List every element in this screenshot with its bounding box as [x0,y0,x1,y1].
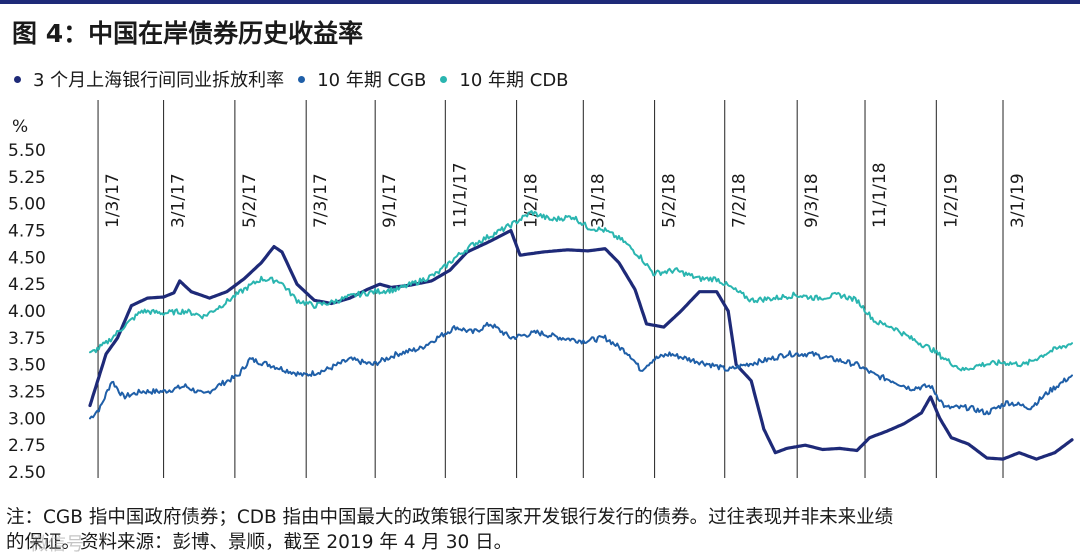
y-tick-label: 5.00 [8,195,46,215]
top-rule [0,0,1080,4]
y-tick-label: 4.00 [8,302,46,322]
y-tick-label: 5.25 [8,168,46,188]
watermark: 微信号 [30,534,84,555]
y-tick-label: 3.25 [8,383,46,403]
footnote-line: 注：CGB 指中国政府债券；CDB 指由中国最大的政策银行国家开发银行发行的债券… [6,507,894,528]
x-tick-label: 3/1/17 [169,173,189,228]
y-tick-label: 2.75 [8,436,46,456]
legend-label: 3 个月上海银行间同业拆放利率 [33,70,285,91]
x-tick-label: 9/1/17 [380,173,400,228]
x-tick-label: 5/2/17 [240,173,260,228]
x-tick-label: 9/3/18 [802,173,822,228]
legend: 3 个月上海银行间同业拆放利率 10 年期 CGB 10 年期 CDB [14,66,583,92]
y-axis-unit: % [12,117,28,137]
x-tick-label: 3/1/19 [1008,173,1028,228]
y-tick-label: 3.50 [8,356,46,376]
y-tick-label: 3.00 [8,409,46,429]
footnote-line: 的保证。资料来源：彭博、景顺，截至 2019 年 4 月 30 日。 [6,532,513,553]
y-tick-label: 4.25 [8,275,46,295]
legend-marker [298,75,306,83]
series-line [89,321,1073,420]
footnote: 注：CGB 指中国政府债券；CDB 指由中国最大的政策银行国家开发银行发行的债券… [6,505,1078,555]
x-tick-label: 5/2/18 [660,173,680,228]
legend-label: 10 年期 CDB [459,70,569,91]
x-tick-label: 11/1/17 [450,162,470,228]
legend-marker [14,75,21,83]
x-tick-label: 11/1/18 [870,162,890,228]
legend-marker [440,75,448,83]
y-tick-label: 4.75 [8,222,46,242]
x-tick-label: 3/1/18 [588,173,608,228]
series-line [88,228,1074,461]
x-tick-label: 7/3/17 [311,173,331,228]
chart-title: 图 4：中国在岸债券历史收益率 [12,19,364,48]
y-tick-label: 3.75 [8,329,46,349]
legend-item-cgb: 10 年期 CGB [298,66,426,92]
legend-item-cdb: 10 年期 CDB [440,66,569,92]
x-tick-label: 7/2/18 [730,173,750,228]
y-tick-label: 5.50 [8,141,46,161]
y-tick-label: 4.50 [8,248,46,268]
y-tick-label: 2.50 [8,463,46,483]
series-line [89,210,1073,372]
legend-item-shibor: 3 个月上海银行间同业拆放利率 [14,66,284,92]
line-chart: % 5.50 5.25 5.00 4.75 4.50 4.25 4.00 3.75 3.50 3.2… [8,100,1074,483]
x-tick-label: 1/3/17 [103,173,123,228]
x-tick-label: 1/2/19 [941,173,961,228]
legend-label: 10 年期 CGB [317,70,427,91]
x-tick-label: 1/2/18 [522,173,542,228]
